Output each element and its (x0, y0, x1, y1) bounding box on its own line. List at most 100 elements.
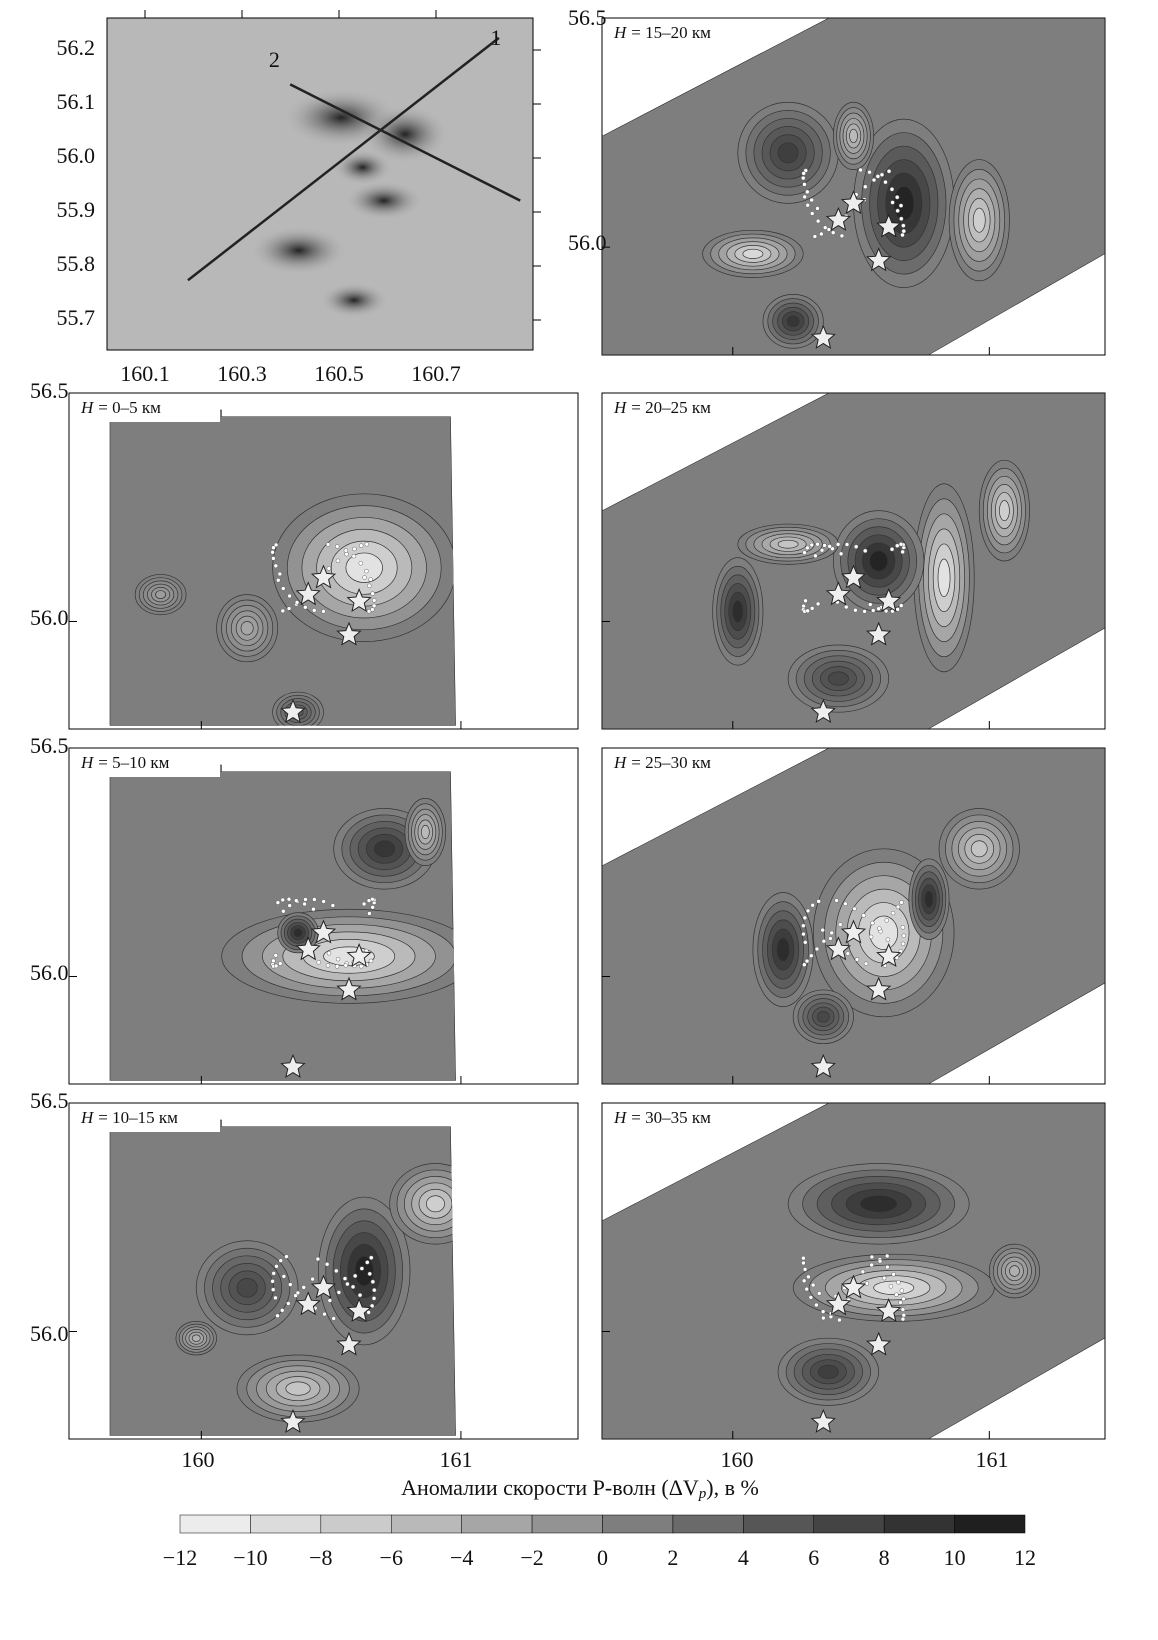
event (844, 604, 849, 610)
event (815, 601, 821, 607)
event (837, 1317, 842, 1323)
event (858, 167, 863, 173)
event (862, 609, 867, 614)
event (334, 964, 340, 969)
y-tick-label: 55.8 (57, 251, 96, 276)
event (888, 1284, 894, 1289)
event (901, 1313, 906, 1318)
contour (849, 128, 858, 144)
depth-panel: H = 15–20 км (601, 17, 1106, 356)
event (273, 1295, 278, 1301)
event (900, 1316, 906, 1322)
event (802, 550, 807, 555)
event (901, 228, 906, 234)
event (303, 605, 308, 610)
depth-panel: H = 0–5 км (68, 392, 579, 730)
lat-label: 56.5 (30, 733, 69, 758)
event (839, 233, 845, 239)
contour (972, 207, 986, 233)
event (801, 175, 806, 181)
depth-panel: H = 10–15 км (68, 1102, 579, 1440)
event (273, 953, 278, 958)
label-text: = 15–20 км (631, 23, 711, 42)
colorbar-tick-label: 0 (597, 1545, 608, 1570)
colorbar-tick-label: −12 (163, 1545, 197, 1570)
event (286, 897, 292, 902)
event (835, 542, 841, 547)
event (875, 174, 881, 179)
event (325, 542, 331, 547)
contour (924, 890, 934, 908)
volcano-star (840, 190, 867, 215)
event (870, 920, 875, 926)
lat-label: 56.5 (30, 1088, 69, 1113)
event (372, 1287, 377, 1293)
contour (999, 500, 1010, 522)
event (901, 933, 906, 938)
event (896, 1280, 901, 1285)
event (278, 961, 283, 966)
event (823, 225, 828, 230)
label-var: H (80, 753, 95, 772)
volcano-star (336, 976, 362, 1001)
volcano-star (810, 324, 836, 349)
event (315, 1256, 321, 1262)
event (312, 897, 317, 902)
contour (374, 840, 396, 858)
contour (777, 142, 799, 164)
profile-line (187, 36, 500, 282)
event (281, 586, 286, 591)
event (821, 939, 827, 944)
event (877, 1259, 883, 1264)
event (900, 232, 905, 238)
event (802, 194, 807, 200)
volcano-star (876, 587, 902, 613)
colorbar-cell (461, 1514, 533, 1534)
contour (354, 1255, 374, 1287)
x-tick-label: 160.5 (314, 361, 364, 386)
event (867, 169, 872, 175)
volcano-star (840, 919, 867, 944)
event (273, 963, 279, 969)
event (884, 1253, 890, 1259)
contour (345, 552, 383, 583)
event (273, 563, 279, 569)
event (351, 554, 357, 559)
event (809, 197, 814, 203)
event (819, 231, 824, 237)
colorbar-tick-label: 2 (667, 1545, 678, 1570)
contour (420, 824, 430, 840)
event (813, 553, 818, 559)
x-tick-label: 160.1 (120, 361, 170, 386)
contour (425, 1195, 445, 1213)
event (370, 905, 375, 910)
panel-label: H = 30–35 км (613, 1108, 711, 1127)
colorbar-tick-label: 10 (944, 1545, 966, 1570)
event (804, 958, 810, 964)
event (868, 934, 874, 940)
event (894, 1292, 899, 1297)
contour (869, 550, 889, 572)
event (327, 1298, 333, 1303)
profile-label: 2 (269, 47, 280, 72)
event (271, 1287, 276, 1292)
event (316, 960, 321, 965)
anomaly-field (602, 393, 1105, 729)
event (895, 543, 900, 548)
event (890, 910, 896, 916)
label-var: H (613, 1108, 628, 1127)
event (270, 1279, 275, 1284)
colorbar-tick-label: 6 (808, 1545, 819, 1570)
contour (937, 558, 951, 597)
volcano-shade (319, 282, 390, 319)
label-text: = 20–25 км (631, 398, 711, 417)
event (852, 906, 857, 912)
event (899, 900, 904, 905)
y-tick-label: 55.7 (57, 305, 96, 330)
event (367, 1271, 372, 1277)
contour (970, 840, 988, 858)
contour (869, 915, 899, 950)
label-box (603, 19, 753, 47)
y-tick-label: 56.0 (57, 143, 96, 168)
